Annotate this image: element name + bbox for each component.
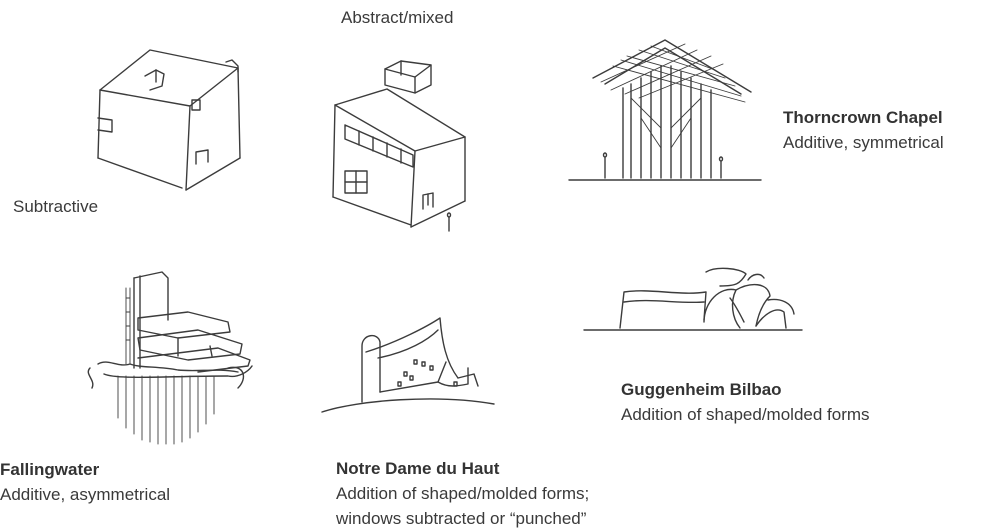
caption-title: Notre Dame du Haut <box>336 459 500 478</box>
caption-desc: Addition of shaped/molded forms; <box>336 484 590 503</box>
caption-title: Thorncrown Chapel <box>783 108 943 127</box>
caption-title: Guggenheim Bilbao <box>621 380 782 399</box>
notre-dame-du-haut-sketch <box>321 317 495 413</box>
fallingwater-sketch <box>87 271 253 445</box>
caption-desc: Additive, symmetrical <box>783 133 944 152</box>
caption-guggenheim-bilbao: Guggenheim Bilbao Addition of shaped/mol… <box>621 377 870 427</box>
caption-fallingwater: Fallingwater Additive, asymmetrical <box>0 457 170 507</box>
label-abstract-mixed: Abstract/mixed <box>341 8 454 27</box>
thorncrown-chapel-sketch <box>568 39 762 181</box>
caption-desc-2: windows subtracted or “punched” <box>336 509 587 528</box>
caption-notre-dame-du-haut: Notre Dame du Haut Addition of shaped/mo… <box>336 456 589 531</box>
label-subtractive: Subtractive <box>13 197 99 216</box>
abstract-mixed-villa-sketch <box>332 60 466 232</box>
caption-desc: Addition of shaped/molded forms <box>621 405 870 424</box>
caption-desc: Additive, asymmetrical <box>0 485 171 504</box>
caption-thorncrown-chapel: Thorncrown Chapel Additive, symmetrical <box>783 105 944 155</box>
subtractive-cube-sketch <box>97 49 241 191</box>
guggenheim-bilbao-sketch <box>583 267 803 331</box>
caption-title: Fallingwater <box>0 460 100 479</box>
